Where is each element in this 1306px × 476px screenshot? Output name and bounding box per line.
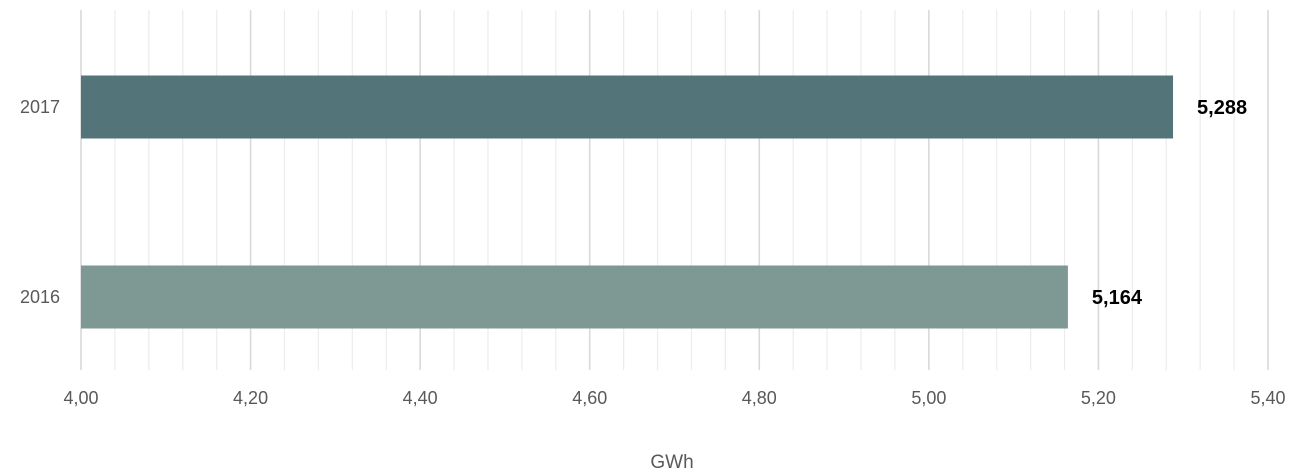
x-tick-label: 4,80: [742, 388, 777, 408]
bar-2017: [81, 75, 1174, 139]
value-axis: 4,00 4,20 4,40 4,60 4,80 5,00 5,20 5,40: [63, 388, 1285, 408]
x-tick-label: 5,40: [1250, 388, 1285, 408]
data-labels: 5,288 5,164: [1092, 97, 1247, 309]
x-tick-label: 4,60: [572, 388, 607, 408]
x-tick-label: 4,20: [233, 388, 268, 408]
bars: [81, 75, 1174, 329]
x-tick-label: 4,00: [63, 388, 98, 408]
category-axis: 2017 2016: [20, 97, 60, 307]
x-tick-label: 4,40: [403, 388, 438, 408]
x-tick-label: 5,00: [911, 388, 946, 408]
category-label-2017: 2017: [20, 97, 60, 117]
x-axis-title: GWh: [650, 452, 693, 473]
data-label-2016: 5,164: [1092, 287, 1143, 309]
data-label-2017: 5,288: [1197, 97, 1247, 119]
category-label-2016: 2016: [20, 287, 60, 307]
bar-2016: [81, 265, 1068, 329]
x-tick-label: 5,20: [1081, 388, 1116, 408]
